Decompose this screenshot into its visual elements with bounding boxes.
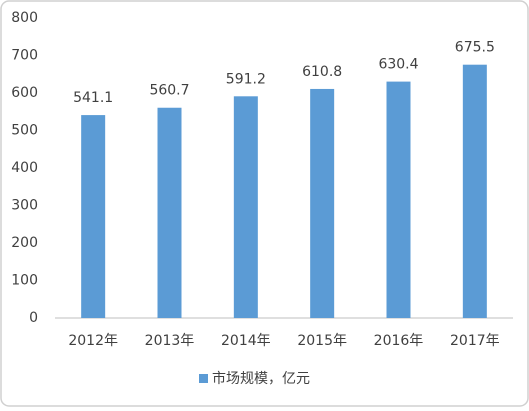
bar bbox=[462, 64, 487, 318]
y-tick-label: 700 bbox=[11, 48, 38, 64]
y-tick-label: 500 bbox=[11, 123, 38, 139]
x-tick-label: 2015年 bbox=[297, 333, 347, 349]
bar bbox=[157, 107, 182, 318]
x-tick-label: 2012年 bbox=[68, 333, 118, 349]
data-label: 610.8 bbox=[302, 64, 342, 80]
data-label: 560.7 bbox=[149, 83, 189, 99]
data-label: 591.2 bbox=[226, 71, 266, 87]
bar bbox=[386, 81, 411, 318]
y-tick-label: 0 bbox=[29, 310, 38, 326]
y-tick-label: 400 bbox=[11, 160, 38, 176]
y-tick-label: 300 bbox=[11, 198, 38, 214]
data-label: 675.5 bbox=[455, 40, 495, 56]
data-label: 630.4 bbox=[378, 57, 418, 73]
x-tick-label: 2014年 bbox=[221, 333, 271, 349]
legend-swatch bbox=[199, 374, 208, 383]
data-label: 541.1 bbox=[73, 90, 113, 106]
bar bbox=[310, 88, 335, 318]
bar bbox=[233, 96, 258, 318]
x-tick-label: 2017年 bbox=[450, 333, 500, 349]
y-tick-label: 600 bbox=[11, 85, 38, 101]
y-tick-label: 200 bbox=[11, 235, 38, 251]
y-tick-label: 100 bbox=[11, 273, 38, 289]
legend-label: 市场规模，亿元 bbox=[212, 370, 310, 387]
x-tick-label: 2013年 bbox=[145, 333, 195, 349]
x-tick-label: 2016年 bbox=[374, 333, 424, 349]
y-tick-label: 800 bbox=[11, 10, 38, 26]
bar bbox=[81, 115, 106, 319]
